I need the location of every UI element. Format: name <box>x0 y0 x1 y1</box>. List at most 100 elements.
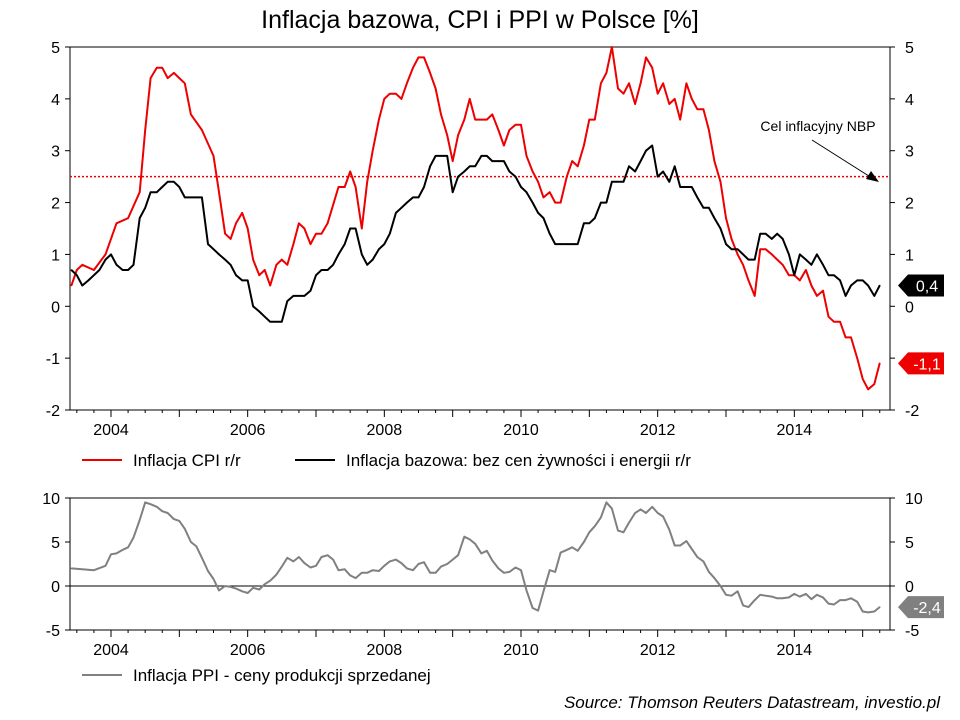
data-point-core <box>520 186 522 188</box>
data-point-ppi <box>451 558 454 561</box>
data-point-core <box>366 264 369 266</box>
y-tick-label-right: -5 <box>905 623 919 640</box>
data-point-core <box>805 258 807 261</box>
x-tick-label: 2012 <box>640 642 676 659</box>
data-point-core <box>611 181 613 183</box>
data-point-cpi <box>166 77 169 79</box>
data-point-cpi <box>566 175 568 178</box>
data-point-ppi <box>446 563 449 565</box>
y-tick-label: -2 <box>46 403 60 420</box>
data-point-cpi <box>730 238 733 240</box>
y-tick-label-right: 5 <box>905 535 914 552</box>
data-point-core <box>201 196 203 199</box>
data-point-ppi <box>679 544 681 547</box>
data-point-core <box>144 207 146 209</box>
data-point-ppi <box>776 597 778 600</box>
data-point-ppi <box>645 512 647 514</box>
y-tick-label-right: -2 <box>905 403 919 420</box>
data-point-cpi <box>833 321 835 323</box>
data-point-core <box>93 274 95 277</box>
data-point-ppi <box>406 567 408 570</box>
data-point-core <box>525 191 528 193</box>
data-point-ppi <box>252 587 254 589</box>
data-point-ppi <box>566 549 568 551</box>
data-point-core <box>566 243 568 245</box>
data-point-ppi <box>844 599 847 601</box>
data-point-cpi <box>844 336 847 339</box>
last-value-tag-cpi <box>898 352 944 375</box>
data-point-core <box>771 238 773 240</box>
data-point-ppi <box>656 512 659 514</box>
data-point-cpi <box>486 118 488 121</box>
data-point-cpi <box>634 103 636 105</box>
data-point-ppi <box>326 554 329 556</box>
data-point-cpi <box>337 186 340 188</box>
data-point-ppi <box>651 506 653 508</box>
data-point-cpi <box>269 284 272 287</box>
y-tick-label: 5 <box>51 40 60 57</box>
data-point-core <box>258 310 261 313</box>
data-point-ppi <box>600 516 602 519</box>
data-point-ppi <box>668 528 671 531</box>
data-point-ppi <box>542 590 545 593</box>
data-point-cpi <box>315 232 317 235</box>
data-point-cpi <box>212 155 215 157</box>
data-point-core <box>691 186 693 188</box>
data-point-ppi <box>730 594 733 597</box>
data-point-core <box>303 295 306 297</box>
data-point-core <box>759 232 761 235</box>
data-point-ppi <box>423 561 425 563</box>
x-tick-label: 2008 <box>367 422 403 439</box>
data-point-cpi <box>736 253 739 256</box>
data-point-core <box>349 227 352 230</box>
data-point-ppi <box>861 610 864 613</box>
data-point-cpi <box>668 103 671 105</box>
data-point-core <box>514 175 517 178</box>
data-point-core <box>873 295 876 297</box>
legend-label-ppi: Inflacja PPI - ceny produkcji sprzedanej <box>133 666 431 685</box>
data-point-ppi <box>161 510 163 512</box>
data-point-ppi <box>867 611 869 614</box>
data-point-core <box>298 295 300 297</box>
data-point-core <box>132 264 135 266</box>
data-point-cpi <box>309 243 312 245</box>
data-point-cpi <box>856 357 858 359</box>
data-point-cpi <box>805 269 807 271</box>
data-point-cpi <box>788 274 790 277</box>
data-point-cpi <box>417 56 420 59</box>
data-point-core <box>497 160 500 162</box>
data-point-core <box>559 243 562 245</box>
last-value-label-core: 0,4 <box>916 279 938 296</box>
data-point-core <box>156 191 158 193</box>
data-point-ppi <box>788 596 790 599</box>
data-point-ppi <box>93 569 95 571</box>
data-point-core <box>406 201 408 204</box>
data-point-cpi <box>816 295 818 297</box>
data-point-cpi <box>656 92 659 95</box>
data-point-ppi <box>241 590 243 593</box>
data-point-cpi <box>303 227 306 230</box>
data-point-core <box>218 253 220 256</box>
data-point-core <box>537 212 539 214</box>
y-tick-label-right: 1 <box>905 247 914 264</box>
data-point-core <box>263 315 266 318</box>
y-tick-label: -1 <box>46 351 60 368</box>
data-point-ppi <box>440 565 442 568</box>
data-point-core <box>246 279 249 282</box>
data-point-core <box>212 248 215 250</box>
data-point-ppi <box>719 585 722 587</box>
data-point-cpi <box>576 165 579 168</box>
data-point-cpi <box>639 82 642 85</box>
data-point-core <box>651 144 653 147</box>
data-point-ppi <box>486 550 488 552</box>
data-point-core <box>463 170 466 173</box>
data-point-ppi <box>190 541 192 543</box>
annotation-arrowhead <box>866 171 879 182</box>
data-point-core <box>70 269 73 271</box>
data-point-cpi <box>406 82 408 85</box>
data-point-ppi <box>457 554 459 556</box>
y-tick-label: 5 <box>51 535 60 552</box>
data-point-core <box>121 269 124 271</box>
data-point-core <box>668 181 671 183</box>
